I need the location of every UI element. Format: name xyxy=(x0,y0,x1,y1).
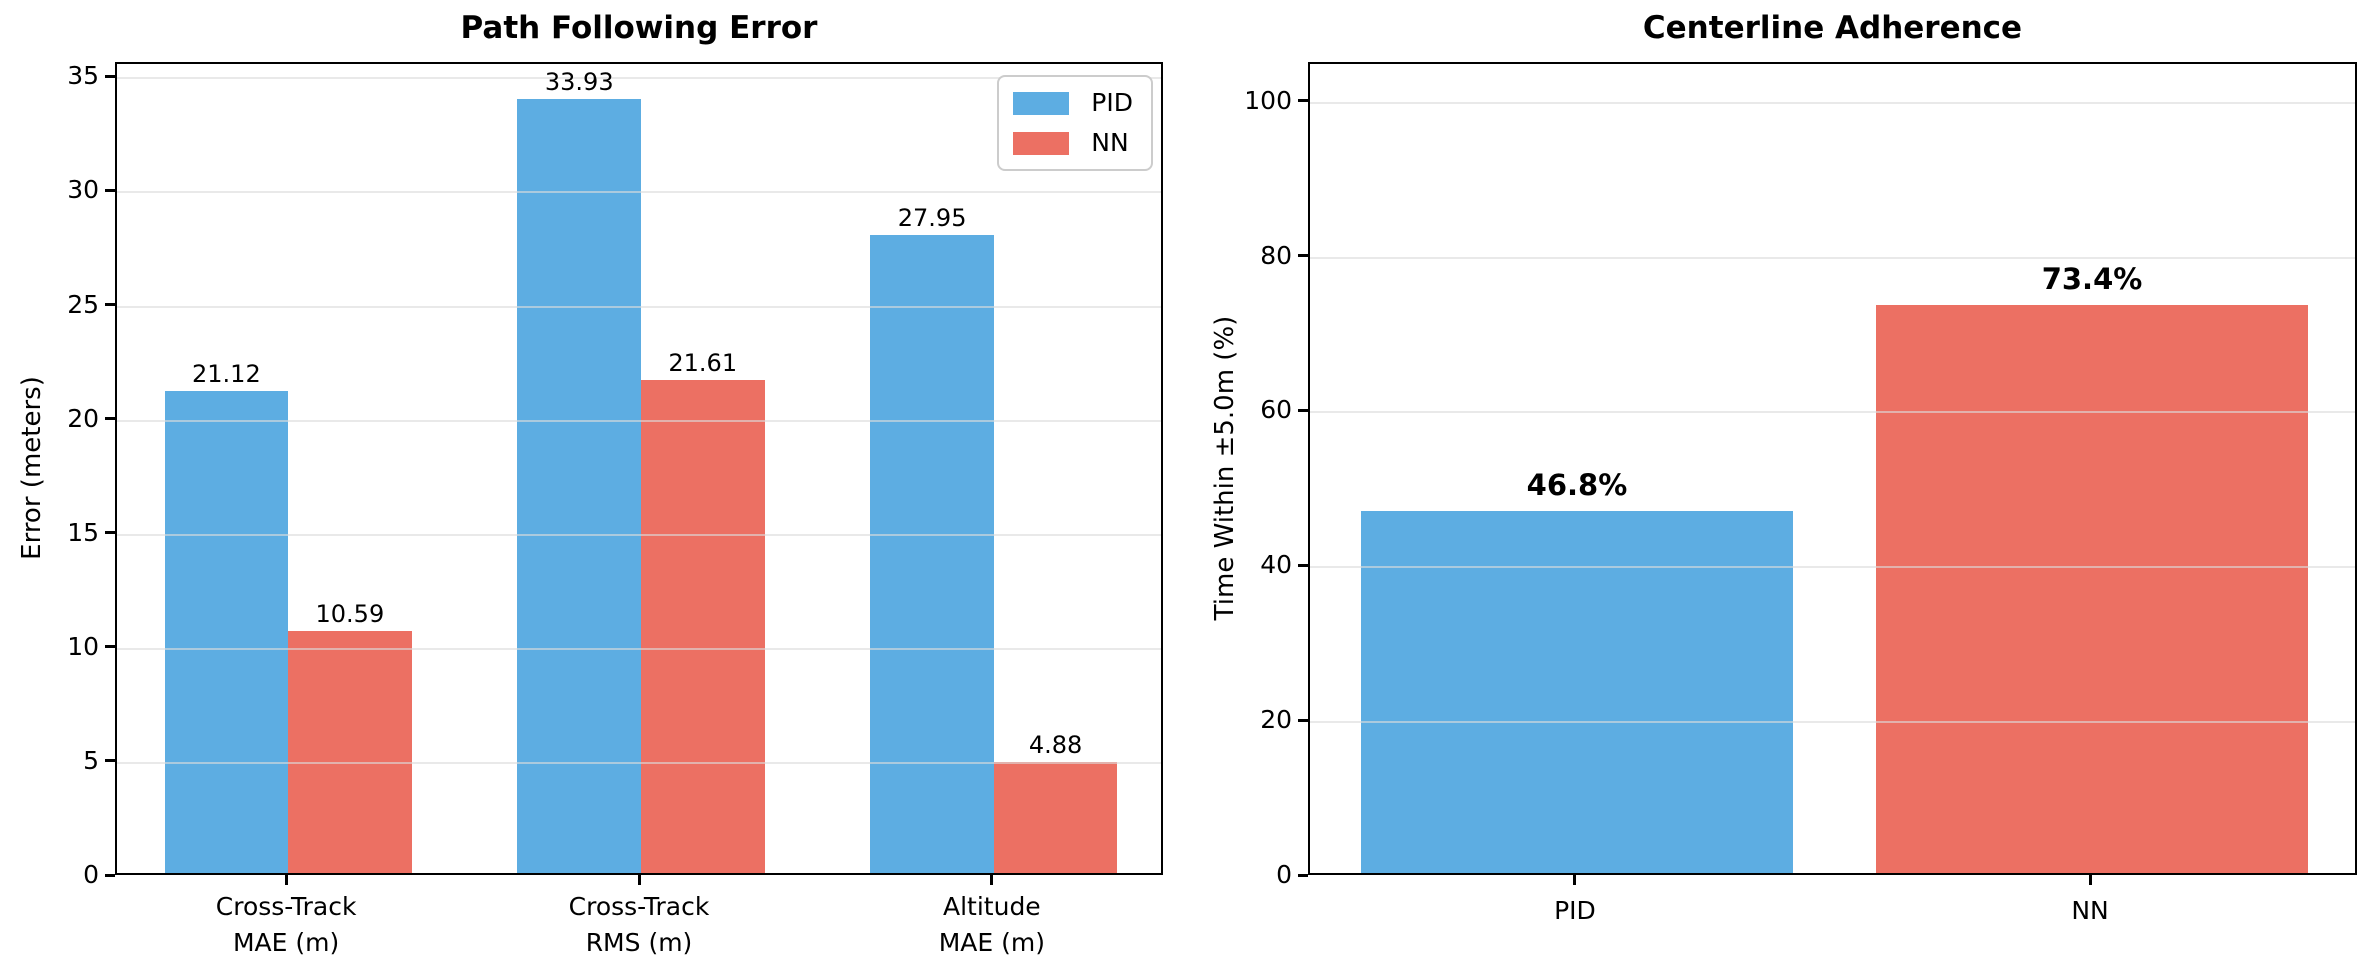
gridline-y-20 xyxy=(1310,721,2355,724)
legend-entry-nn: NN xyxy=(1013,129,1133,157)
left-plot-area: 21.12 33.93 27.95 10.59 21.61 4.88 PID NN xyxy=(115,62,1163,875)
x-tick-mark-1 xyxy=(2088,875,2092,885)
gridline-y-35 xyxy=(117,77,1161,80)
bar-pid-0 xyxy=(164,391,289,873)
y-tick-label-35: 35 xyxy=(67,61,99,91)
y-tick-mark-80 xyxy=(1298,254,1308,258)
bar-nn-2 xyxy=(993,761,1118,873)
right-y-axis-label: Time Within ±5.0m (%) xyxy=(1210,315,1240,621)
gridline-y-80 xyxy=(1310,256,2355,259)
y-tick-label-0: 0 xyxy=(1276,860,1292,889)
y-tick-mark-35 xyxy=(105,74,115,78)
x-tick-label-1: NN xyxy=(2071,896,2109,925)
bar-value-nn-1: 21.61 xyxy=(668,348,738,377)
x-tick-label-2: Altitude MAE (m) xyxy=(938,892,1045,957)
legend-patch-pid xyxy=(1013,91,1070,115)
y-tick-label-0: 0 xyxy=(83,860,99,889)
y-tick-mark-15 xyxy=(105,531,115,535)
x-tick-mark-0 xyxy=(1573,875,1577,885)
right-plot-area: 46.8% 73.4% xyxy=(1308,62,2357,875)
y-tick-label-5: 5 xyxy=(83,745,99,775)
y-tick-label-100: 100 xyxy=(1244,85,1292,115)
x-tick-label-0: Cross-Track MAE (m) xyxy=(215,892,357,957)
y-tick-mark-40 xyxy=(1298,563,1308,567)
y-tick-label-25: 25 xyxy=(67,289,99,319)
y-tick-mark-20 xyxy=(1298,718,1308,722)
bar-nn-1 xyxy=(1875,304,2309,873)
y-tick-label-20: 20 xyxy=(1260,705,1292,735)
bar-pid-1 xyxy=(517,98,641,873)
gridline-y-30 xyxy=(117,191,1161,194)
gridline-y-40 xyxy=(1310,566,2355,569)
gridline-y-60 xyxy=(1310,411,2355,414)
y-tick-label-15: 15 xyxy=(67,517,99,547)
y-tick-mark-25 xyxy=(105,303,115,307)
gridline-y-100 xyxy=(1310,101,2355,104)
gridline-y-20 xyxy=(117,419,1161,422)
bar-value-nn-2: 4.88 xyxy=(1028,730,1083,759)
gridline-y-25 xyxy=(117,305,1161,308)
gridline-y-15 xyxy=(117,533,1161,536)
legend-patch-nn xyxy=(1013,131,1070,155)
x-tick-mark-0 xyxy=(284,875,288,885)
left-chart-title: Path Following Error xyxy=(460,10,818,46)
x-tick-label-1: Cross-Track RMS (m) xyxy=(568,892,710,957)
left-y-axis-label: Error (meters) xyxy=(17,376,47,560)
gridline-y-5 xyxy=(117,761,1161,764)
y-tick-mark-30 xyxy=(105,188,115,192)
y-tick-mark-5 xyxy=(105,759,115,763)
legend-label-pid: PID xyxy=(1091,88,1133,117)
y-tick-mark-0 xyxy=(1298,873,1308,877)
y-tick-mark-100 xyxy=(1298,99,1308,103)
bar-value-pid-2: 27.95 xyxy=(897,204,967,233)
x-tick-mark-2 xyxy=(990,875,994,885)
y-tick-mark-60 xyxy=(1298,408,1308,412)
bar-value-pid-0: 21.12 xyxy=(192,360,261,389)
y-tick-label-30: 30 xyxy=(67,175,99,205)
x-tick-label-0: PID xyxy=(1554,896,1596,925)
y-tick-label-60: 60 xyxy=(1260,395,1292,425)
y-tick-label-40: 40 xyxy=(1260,550,1292,580)
y-tick-mark-10 xyxy=(105,645,115,649)
bar-pid-2 xyxy=(870,235,994,873)
y-tick-mark-0 xyxy=(105,873,115,877)
y-tick-label-20: 20 xyxy=(67,403,99,433)
y-tick-label-10: 10 xyxy=(67,631,99,661)
y-tick-mark-20 xyxy=(105,417,115,421)
y-tick-label-80: 80 xyxy=(1260,240,1292,270)
bar-nn-1 xyxy=(641,379,765,873)
gridline-y-10 xyxy=(117,647,1161,650)
legend: PID NN xyxy=(997,75,1153,171)
bar-value-pid-0: 46.8% xyxy=(1526,467,1628,502)
bar-nn-0 xyxy=(288,631,412,873)
bar-value-nn-1: 73.4% xyxy=(2041,261,2143,296)
legend-entry-pid: PID xyxy=(1013,89,1133,117)
x-tick-mark-1 xyxy=(637,875,641,885)
right-chart-title: Centerline Adherence xyxy=(1642,10,2023,46)
bar-value-nn-0: 10.59 xyxy=(315,600,385,629)
bar-value-pid-1: 33.93 xyxy=(544,67,614,96)
legend-label-nn: NN xyxy=(1091,128,1129,157)
bar-pid-0 xyxy=(1360,510,1794,873)
